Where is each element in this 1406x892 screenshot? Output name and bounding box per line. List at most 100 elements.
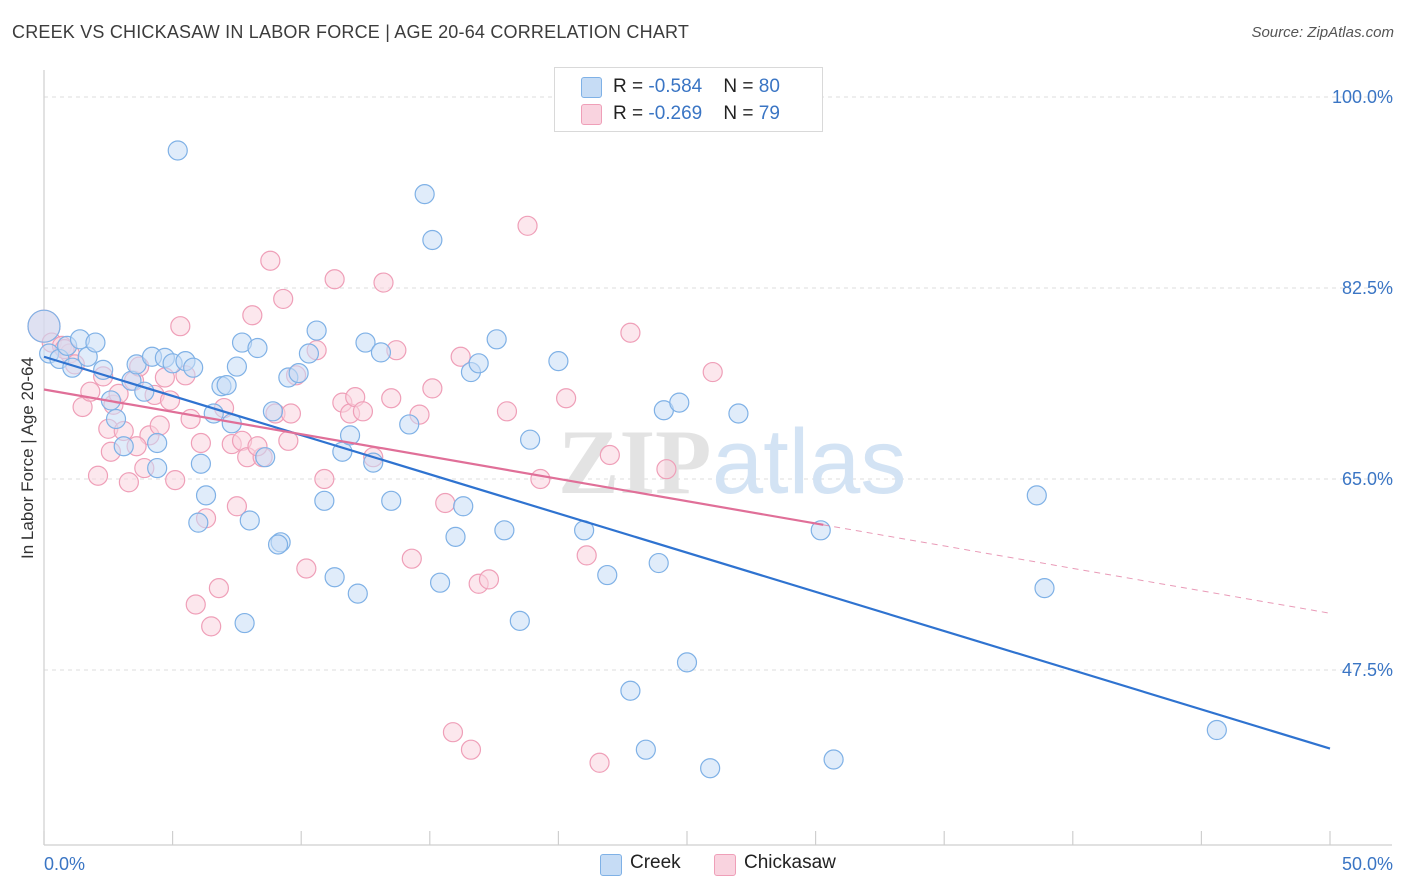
creek-point — [548, 351, 569, 372]
chickasaw-point — [273, 288, 294, 310]
chickasaw-point — [656, 459, 677, 480]
creek-point — [267, 534, 289, 555]
creek-point — [247, 337, 268, 359]
chickasaw-point — [170, 316, 191, 337]
chickasaw-point — [226, 496, 247, 517]
creek-point — [520, 429, 541, 450]
chickasaw-point — [450, 346, 471, 367]
chickasaw-point — [702, 361, 723, 383]
creek-point — [288, 363, 309, 384]
legend-label-chickasaw: Chickasaw — [744, 852, 836, 873]
creek-point — [635, 739, 656, 760]
creek-point — [468, 353, 489, 374]
creek-point — [113, 436, 134, 457]
y-tick-label: 82.5% — [1342, 278, 1393, 298]
creek-point — [381, 490, 402, 511]
creek-point — [453, 496, 474, 517]
chickasaw-point — [180, 408, 201, 430]
creek-point — [1026, 485, 1047, 506]
creek-point — [255, 447, 276, 468]
creek-point — [445, 526, 466, 547]
chickasaw-point — [118, 472, 139, 493]
chickasaw-trend-extension — [823, 524, 1331, 614]
chickasaw-point — [296, 558, 317, 579]
x-tick-labels: 0.0% 50.0% — [44, 854, 1393, 874]
y-tick-label: 65.0% — [1342, 469, 1393, 489]
legend-label-creek: Creek — [630, 852, 681, 873]
creek-point — [728, 403, 749, 424]
chickasaw-point — [556, 388, 577, 409]
creek-swatch — [581, 77, 602, 98]
series-legend: Creek Chickasaw — [0, 852, 1406, 878]
creek-point — [226, 356, 247, 377]
watermark-zip: ZIP — [558, 411, 711, 513]
chickasaw-trend-line — [43, 388, 824, 526]
chickasaw-point — [201, 616, 222, 637]
chickasaw-point — [530, 468, 551, 490]
creek-point — [823, 749, 844, 770]
legend-r-value: -0.584 — [648, 76, 703, 97]
trend-lines — [43, 355, 1331, 750]
watermark-atlas: atlas — [712, 411, 906, 513]
chickasaw-point — [185, 594, 206, 615]
creek-point — [190, 453, 211, 474]
chickasaw-point — [373, 272, 394, 293]
creek-point — [620, 680, 641, 701]
x-tick-label: 0.0% — [44, 854, 85, 874]
creek-point — [167, 140, 188, 161]
chickasaw-point — [442, 722, 464, 743]
creek-point — [188, 512, 209, 533]
source-label: Source: ZipAtlas.com — [1251, 24, 1394, 41]
y-tick-labels: 100.0% 82.5% 65.0% 47.5% — [1332, 87, 1393, 680]
chickasaw-point — [324, 269, 345, 290]
creek-point — [676, 652, 698, 673]
creek-point — [234, 612, 255, 634]
creek-point — [306, 320, 327, 341]
creek-point — [414, 184, 435, 205]
creek-point — [262, 401, 284, 422]
chickasaw-point — [478, 569, 500, 590]
creek-point — [370, 342, 392, 363]
chart-title: CREEK VS CHICKASAW IN LABOR FORCE | AGE … — [12, 22, 690, 42]
creek-point — [355, 332, 376, 353]
creek-point — [216, 375, 237, 396]
creek-point — [324, 567, 345, 588]
creek-point — [93, 359, 114, 380]
creek-point — [239, 510, 260, 531]
y-tick-label: 100.0% — [1332, 87, 1393, 107]
creek-point — [1206, 719, 1227, 741]
creek-point — [314, 490, 335, 511]
creek-point — [27, 309, 61, 343]
legend-r-value: -0.269 — [648, 103, 703, 124]
creek-point — [669, 392, 690, 413]
creek-point — [147, 457, 168, 479]
watermark: ZIP atlas — [558, 411, 906, 513]
creek-point — [298, 343, 320, 364]
chickasaw-point — [165, 469, 186, 491]
creek-point — [147, 432, 168, 454]
chickasaw-point — [460, 739, 482, 760]
creek-point — [1034, 578, 1055, 599]
chickasaw-point — [260, 250, 281, 271]
creek-point — [105, 408, 127, 430]
creek-point — [399, 414, 420, 435]
chickasaw-point — [401, 548, 422, 569]
chickasaw-point — [422, 378, 443, 399]
legend-r-label: R = — [613, 103, 649, 124]
chickasaw-point — [149, 415, 170, 436]
chickasaw-point — [589, 752, 610, 773]
chickasaw-point — [280, 403, 302, 424]
chickasaw-point — [517, 215, 538, 236]
legend-n-label: N = — [723, 103, 759, 124]
creek-point — [422, 229, 443, 251]
chickasaw-point — [435, 492, 456, 514]
creek-point — [195, 485, 217, 506]
creek-point — [339, 425, 361, 446]
chickasaw-point — [599, 444, 620, 466]
chickasaw-point — [208, 578, 229, 599]
chickasaw-point — [190, 432, 211, 454]
legend-n-value: 80 — [758, 76, 780, 97]
chickasaw-point — [576, 545, 597, 566]
y-tick-label: 47.5% — [1342, 660, 1393, 680]
